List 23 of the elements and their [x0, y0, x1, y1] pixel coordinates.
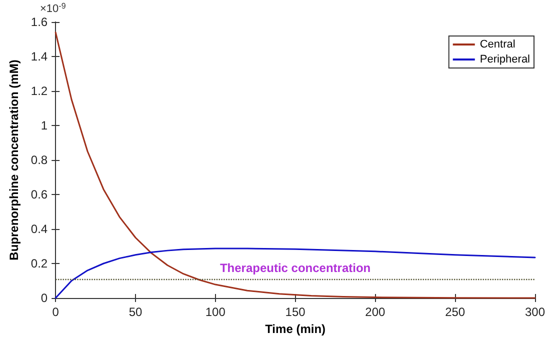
x-tick-label: 100: [205, 305, 226, 319]
y-tick-label: 0.4: [30, 222, 48, 236]
y-tick-label: 0.8: [30, 153, 48, 167]
y-tick-label: 0.6: [30, 188, 48, 202]
y-tick-label: 1: [40, 118, 48, 132]
x-tick-label: 200: [365, 305, 386, 319]
legend-label: Central: [480, 38, 516, 50]
y-tick-label: 1.6: [30, 15, 48, 29]
line-series: [54, 32, 536, 299]
y-tick-label: 0: [40, 291, 48, 305]
y-tick-label: 1.4: [30, 50, 48, 64]
line-series: [54, 248, 536, 299]
legend-label: Peripheral: [480, 54, 530, 66]
x-tick-label: 50: [128, 305, 142, 319]
x-tick-label: 250: [445, 305, 466, 319]
y-axis-title: Buprenorphine concentration (mM): [7, 60, 21, 260]
x-axis-title: Time (min): [265, 322, 326, 336]
y-tick-label: 0.2: [30, 256, 48, 270]
x-tick-label: 0: [52, 305, 60, 319]
y-tick-label: 1.2: [30, 84, 48, 98]
x-tick-label: 300: [524, 305, 546, 319]
x-tick-label: 150: [285, 305, 306, 319]
ref-line-label: Therapeutic concentration: [220, 261, 371, 276]
